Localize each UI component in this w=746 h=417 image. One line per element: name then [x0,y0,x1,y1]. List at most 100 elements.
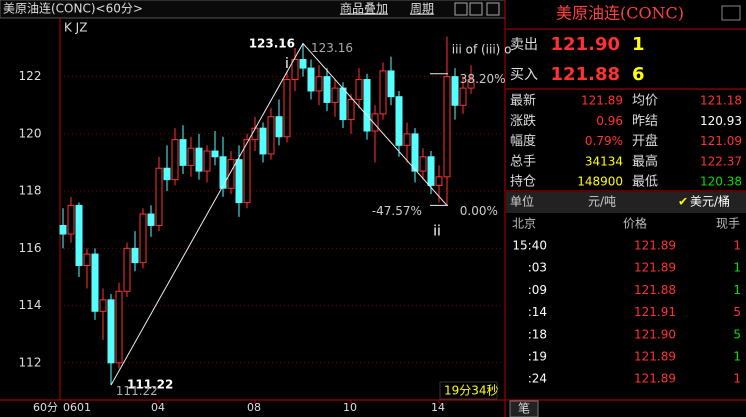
candle-body [123,247,131,292]
tick-price: 121.91 [634,305,676,319]
stat-label: 最低 [632,175,658,190]
tick-time: :14 [528,305,547,319]
tick-vol: 1 [733,350,741,364]
stat-label: 持仓 [510,175,536,190]
tab[interactable] [509,400,539,417]
annotation: 38.20% [460,72,506,86]
units-bar [506,192,746,213]
y-tick-label: 114 [19,298,42,312]
tick-time: :03 [528,261,547,275]
unit: 美元/桶 [690,194,730,209]
candle-body [115,290,123,364]
candle-body [179,139,187,166]
candle-body [187,147,195,166]
stat-value: 0.79% [585,134,623,148]
tick-vol: 1 [733,261,741,275]
candle-body [331,87,339,103]
candle-body [283,79,291,138]
y-tick-label: 118 [19,184,42,198]
candle-body [307,67,315,92]
candle-body [443,76,451,178]
candle-body [59,224,67,235]
annotation: -47.57% [372,204,422,218]
candle-body [163,167,171,181]
countdown: 19分34秒 [444,384,499,398]
tick-vol: 1 [733,372,741,386]
candle-body [235,159,243,204]
stat-value: 0.96 [596,114,623,128]
candle-body [131,247,139,264]
tick-vol: 1 [733,239,741,253]
candle-body [259,127,267,155]
tick-price: 121.90 [634,327,676,341]
quote-size: 1 [632,34,645,55]
candle-body [323,76,331,103]
stat-value: 120.93 [700,114,742,128]
icon[interactable] [721,5,741,21]
stat-label: 均价 [632,94,658,109]
tick-price: 121.89 [634,372,676,386]
tick-vol: 5 [733,327,741,341]
button[interactable] [469,2,483,16]
tick-vol: 5 [733,305,741,319]
candle-body [355,79,363,101]
window-buttons [454,2,500,16]
annotation: 111.22 [116,384,158,398]
candle-body [315,76,323,92]
candle-body [467,79,475,89]
unit: 单位 [510,194,534,209]
stat-value: 122.37 [700,154,742,168]
candle-body [419,156,427,172]
annotation: 0.00% [460,204,498,218]
stat-label: 最高 [632,153,658,169]
unit: 元/吨 [588,195,616,209]
period-button[interactable]: 周期 [410,2,434,16]
x-tick-label: 10 [343,401,357,414]
candle-body [139,213,147,264]
candle-body [195,147,203,172]
candle-body [243,139,251,204]
candle-body [459,87,467,106]
window-title: 美原油连(CONC)<60分> [3,1,143,16]
candle-body [411,133,419,172]
x-tick-label: 0601 [63,401,91,414]
candle-body [203,150,211,172]
tick-price: 121.88 [634,283,676,297]
countdown-box [439,381,498,400]
annotation: 123.16 [311,41,353,55]
unit-check: ✔ [678,195,688,209]
candle-body [275,116,283,138]
candle-body [363,79,371,132]
candle-body [347,99,355,121]
button[interactable] [454,2,468,16]
annotation: 111.22 [127,377,173,391]
tick-price: 121.89 [634,239,676,253]
candle-body [387,70,395,98]
stat-label: 开盘 [632,133,658,149]
candle-body [211,150,219,158]
candle-body [83,253,91,267]
annotation: iii of (iii) o [452,42,512,56]
candle-body [67,204,75,235]
candle-body [403,133,411,146]
stat-value: 121.18 [700,94,742,108]
quote-label: 买入 [510,67,538,83]
candle-body [379,70,387,115]
tick-time: 15:40 [512,239,547,253]
y-tick-label: 122 [19,69,42,83]
quote-price: 121.88 [551,64,620,85]
candle-body [99,299,107,312]
x-tick-label: 14 [431,401,445,414]
tick-time: :09 [528,283,547,297]
button[interactable] [486,2,500,16]
stat-value: 120.38 [700,175,742,189]
annotation: i [285,56,289,72]
tick-time: :18 [528,327,547,341]
candle-body [227,159,235,189]
candle-body [299,58,307,69]
candle-body [291,58,299,81]
overlay-button[interactable]: 商品叠加 [340,1,388,16]
tab-label[interactable]: 笔 [518,401,530,416]
